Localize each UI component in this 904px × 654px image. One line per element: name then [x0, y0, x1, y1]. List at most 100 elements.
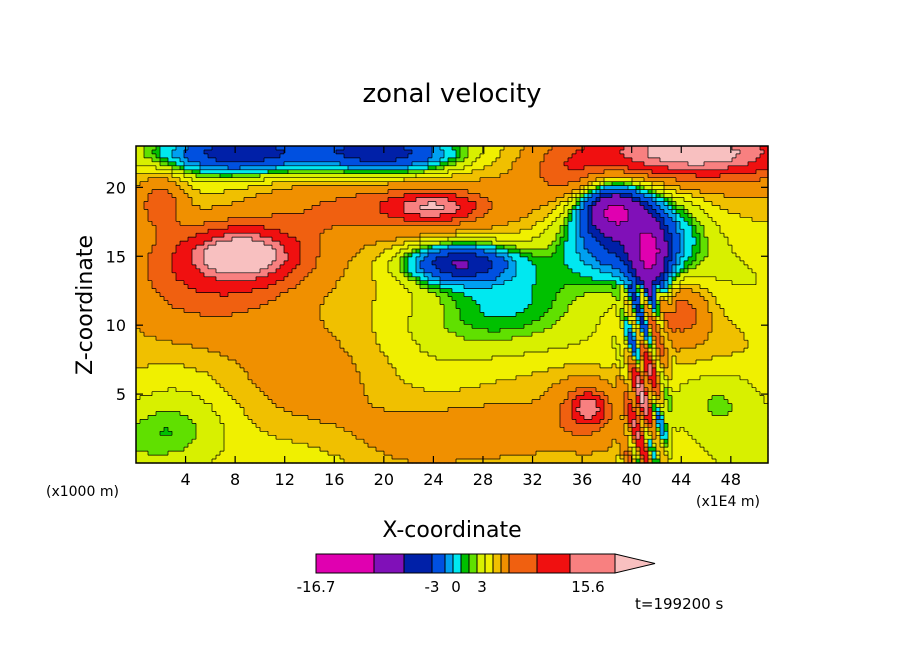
field-cell — [352, 193, 357, 199]
field-cell — [248, 391, 253, 397]
field-cell — [164, 371, 169, 377]
field-cell — [252, 336, 257, 341]
field-cell — [336, 375, 341, 381]
field-cell — [380, 379, 385, 385]
field-cell — [200, 146, 205, 151]
field-cell — [320, 387, 325, 393]
field-cell — [188, 161, 193, 167]
field-cell — [356, 217, 361, 222]
field-cell — [160, 371, 165, 377]
field-cell — [200, 391, 205, 397]
field-cell — [204, 237, 209, 242]
field-cell — [340, 344, 345, 349]
field-cell — [348, 209, 353, 214]
field-cell — [232, 447, 237, 452]
field-cell — [200, 189, 205, 195]
field-cell — [152, 256, 157, 262]
field-cell — [216, 201, 221, 207]
field-cell — [136, 153, 141, 159]
field-cell — [152, 371, 157, 377]
field-cell — [332, 328, 337, 333]
field-cell — [268, 427, 273, 432]
field-cell — [312, 177, 317, 183]
field-cell — [244, 296, 249, 302]
field-cell — [316, 411, 321, 417]
field-cell — [156, 443, 161, 448]
field-cell — [320, 209, 325, 214]
field-cell — [380, 292, 385, 298]
field-cell — [204, 423, 209, 428]
field-cell — [380, 431, 385, 436]
field-cell — [332, 268, 337, 274]
field-cell — [352, 146, 357, 151]
field-cell — [380, 205, 385, 210]
field-cell — [240, 173, 245, 179]
field-cell — [356, 205, 361, 210]
field-cell — [300, 197, 305, 203]
field-cell — [224, 233, 229, 238]
field-cell — [256, 439, 261, 444]
field-cell — [272, 348, 277, 353]
field-cell — [340, 308, 345, 314]
field-cell — [152, 157, 157, 163]
field-cell — [260, 415, 265, 421]
field-cell — [288, 344, 293, 349]
field-cell — [292, 435, 297, 440]
field-cell — [212, 169, 217, 175]
field-cell — [300, 284, 305, 290]
field-cell — [160, 399, 165, 405]
field-cell — [216, 237, 221, 242]
field-cell — [184, 225, 189, 230]
field-cell — [200, 288, 205, 294]
field-cell — [236, 252, 241, 258]
field-cell — [140, 447, 145, 452]
field-cell — [320, 165, 325, 171]
field-cell — [292, 451, 297, 456]
field-cell — [288, 300, 293, 306]
field-cell — [324, 205, 329, 210]
field-cell — [176, 356, 181, 361]
field-cell — [240, 403, 245, 409]
field-cell — [268, 153, 273, 159]
field-cell — [256, 411, 261, 417]
field-cell — [176, 149, 181, 155]
field-cell — [272, 237, 277, 242]
field-cell — [384, 149, 389, 155]
field-cell — [304, 256, 309, 262]
field-cell — [208, 391, 213, 397]
field-cell — [168, 332, 173, 337]
field-cell — [192, 344, 197, 349]
field-cell — [320, 439, 325, 444]
field-cell — [320, 415, 325, 421]
field-cell — [308, 308, 313, 314]
field-cell — [264, 193, 269, 199]
field-cell — [144, 332, 149, 337]
field-cell — [196, 165, 201, 171]
field-cell — [308, 209, 313, 214]
field-cell — [280, 276, 285, 282]
field-cell — [364, 272, 369, 278]
field-cell — [320, 157, 325, 163]
field-cell — [152, 447, 157, 452]
field-cell — [280, 344, 285, 349]
field-cell — [252, 153, 257, 159]
field-cell — [136, 348, 141, 353]
field-cell — [232, 241, 237, 246]
field-cell — [180, 292, 185, 298]
field-cell — [144, 427, 149, 432]
field-cell — [200, 455, 205, 460]
field-cell — [368, 217, 373, 222]
field-cell — [364, 209, 369, 214]
field-cell — [308, 403, 313, 409]
field-cell — [380, 197, 385, 203]
field-cell — [196, 352, 201, 357]
field-cell — [180, 367, 185, 373]
field-cell — [316, 324, 321, 329]
field-cell — [280, 435, 285, 440]
field-cell — [260, 320, 265, 325]
field-cell — [332, 201, 337, 207]
field-cell — [152, 415, 157, 421]
field-cell — [232, 157, 237, 163]
field-cell — [192, 328, 197, 333]
field-cell — [272, 256, 277, 262]
